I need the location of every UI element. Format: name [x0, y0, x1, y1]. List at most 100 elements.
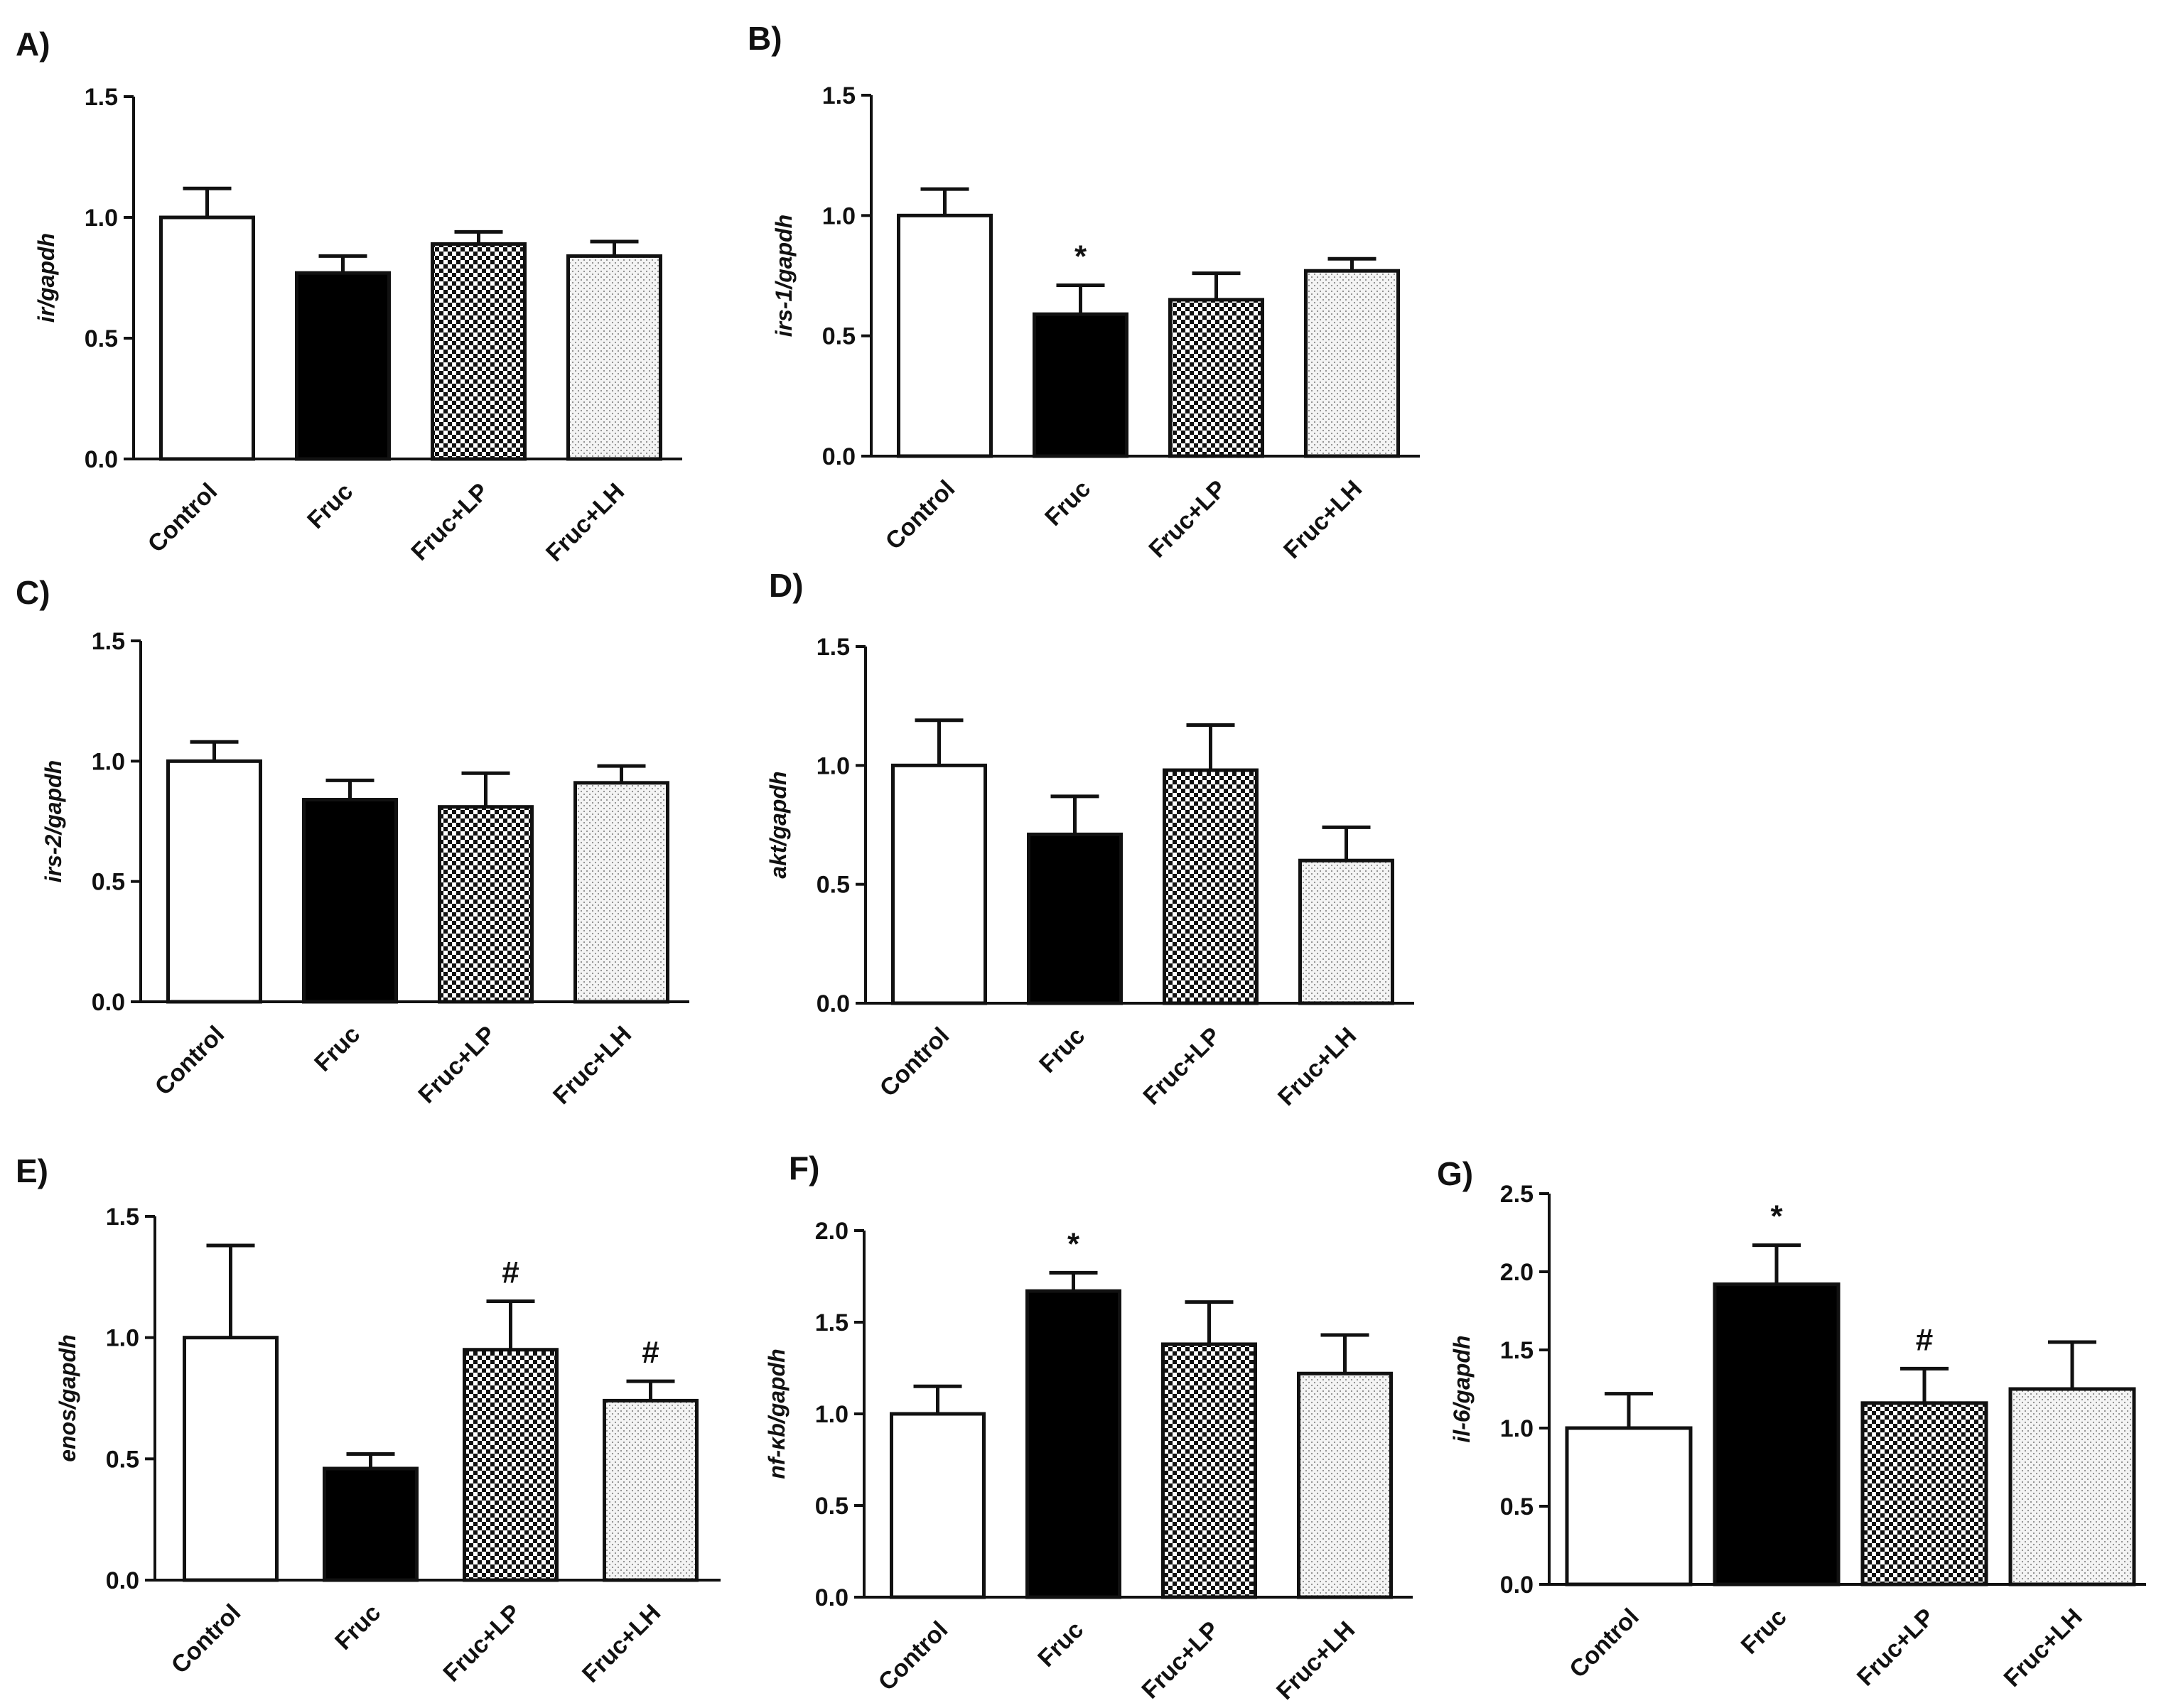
chart-panel-4: E) 0.0 0.5 1.0 1.5 enos/gapdh Control Fruc # Fruc…	[16, 1152, 721, 1688]
y-tick-label: 0.0	[106, 1567, 139, 1594]
panel-label: C)	[16, 574, 50, 611]
bar-fruc-lh	[2008, 1387, 2136, 1587]
bar-fruc	[1027, 832, 1123, 1005]
bar-fruc-lp	[1168, 298, 1264, 458]
significance-marker: *	[1770, 1199, 1783, 1234]
y-tick-label: 1.0	[822, 202, 856, 229]
bar-fruc-lp	[1860, 1401, 1988, 1587]
x-category-label: Control	[150, 1021, 230, 1101]
x-category-label: Control	[143, 478, 222, 558]
y-tick-label: 1.0	[85, 205, 118, 232]
significance-marker: *	[1074, 239, 1087, 274]
y-tick-label: 0.0	[85, 446, 118, 473]
y-tick-label: 1.5	[92, 628, 125, 655]
x-category-label: Control	[166, 1599, 246, 1679]
x-category-label: Fruc+LH	[1999, 1604, 2088, 1692]
y-tick-label: 1.5	[85, 84, 118, 111]
significance-marker: #	[642, 1335, 659, 1370]
y-tick-label: 0.0	[1500, 1572, 1534, 1599]
y-tick-label: 2.0	[815, 1218, 848, 1245]
bar-control	[159, 215, 255, 461]
panel-label: A)	[16, 26, 50, 63]
bar-fruc-lh	[1298, 858, 1394, 1005]
bar-fruc-lp	[438, 805, 534, 1004]
x-category-label: Fruc	[1033, 1616, 1089, 1672]
x-category-label: Fruc+LP	[1136, 1616, 1224, 1704]
x-category-label: Fruc+LH	[1278, 475, 1367, 564]
chart-panel-5: F) 0.0 0.5 1.0 1.5 2.0 nf-κb/gapdh Control * Fruc…	[764, 1150, 1413, 1705]
y-axis-title: nf-κb/gapdh	[764, 1348, 790, 1479]
y-axis-title: irs-2/gapdh	[41, 760, 66, 882]
x-category-label: Fruc	[330, 1599, 386, 1655]
x-category-label: Control	[875, 1022, 954, 1102]
panel-label: E)	[16, 1152, 48, 1189]
y-axis-title: enos/gapdh	[55, 1334, 80, 1462]
chart-panel-3: D) 0.0 0.5 1.0 1.5 akt/gapdh Control Fruc Fruc+L…	[765, 567, 1414, 1111]
bar-control	[897, 213, 993, 458]
y-axis-title: irs-1/gapdh	[771, 215, 797, 337]
bar-fruc-lp	[463, 1348, 559, 1582]
x-category-label: Fruc+LP	[1852, 1604, 1940, 1692]
bar-fruc	[323, 1466, 419, 1582]
chart-panel-0: A) 0.0 0.5 1.0 1.5 ir/gapdh Control Fruc Fruc+LP…	[16, 26, 682, 567]
panel-label: B)	[748, 20, 782, 57]
bar-fruc-lh	[573, 781, 669, 1004]
y-tick-label: 1.0	[92, 748, 125, 775]
y-tick-label: 0.0	[815, 1584, 848, 1611]
significance-marker: #	[1916, 1322, 1933, 1357]
y-tick-label: 2.5	[1500, 1181, 1534, 1208]
x-category-label: Fruc+LP	[438, 1599, 526, 1687]
bar-fruc-lp	[1163, 768, 1259, 1005]
bar-fruc-lh	[1304, 269, 1400, 458]
y-tick-label: 0.5	[1500, 1493, 1534, 1520]
y-tick-label: 0.0	[92, 989, 125, 1016]
x-category-label: Control	[1564, 1604, 1644, 1683]
bar-fruc	[295, 271, 391, 461]
x-category-label: Fruc+LP	[406, 478, 494, 566]
y-tick-label: 1.5	[106, 1204, 139, 1231]
y-tick-label: 0.5	[822, 323, 856, 350]
x-category-label: Fruc	[1736, 1604, 1792, 1660]
x-category-label: Fruc+LP	[1138, 1022, 1226, 1110]
y-tick-label: 1.5	[1500, 1337, 1534, 1364]
y-tick-label: 1.5	[817, 634, 850, 661]
x-category-label: Fruc+LH	[541, 478, 630, 567]
bar-fruc	[302, 798, 398, 1004]
y-tick-label: 0.5	[106, 1446, 139, 1473]
bar-control	[891, 763, 987, 1005]
y-axis-title: ir/gapdh	[33, 233, 59, 323]
x-category-label: Fruc+LH	[548, 1021, 637, 1110]
bar-fruc	[1025, 1289, 1121, 1599]
bar-fruc-lh	[603, 1398, 699, 1582]
chart-panel-1: B) 0.0 0.5 1.0 1.5 irs-1/gapdh Control * Fruc Fru…	[748, 20, 1420, 564]
x-category-label: Fruc+LH	[1273, 1022, 1362, 1111]
x-category-label: Fruc+LP	[1143, 475, 1232, 563]
y-tick-label: 2.0	[1500, 1259, 1534, 1286]
chart-panel-2: C) 0.0 0.5 1.0 1.5 irs-2/gapdh Control Fruc Fruc…	[16, 574, 689, 1110]
y-tick-label: 0.5	[817, 872, 850, 899]
y-tick-label: 1.0	[815, 1401, 848, 1428]
bar-control	[890, 1412, 986, 1599]
y-tick-label: 0.0	[822, 443, 856, 470]
bar-fruc-lh	[566, 254, 662, 461]
y-tick-label: 1.5	[815, 1309, 848, 1336]
y-tick-label: 1.0	[1500, 1415, 1534, 1442]
y-axis-title: il-6/gapdh	[1449, 1335, 1475, 1442]
y-axis-title: akt/gapdh	[765, 771, 791, 878]
bar-fruc-lh	[1297, 1371, 1393, 1599]
significance-marker: *	[1067, 1226, 1080, 1261]
panel-label: F)	[789, 1150, 819, 1187]
y-tick-label: 0.5	[85, 325, 118, 352]
bar-control	[183, 1336, 279, 1582]
y-tick-label: 1.0	[817, 752, 850, 779]
bar-control	[166, 759, 262, 1004]
bar-fruc	[1033, 312, 1128, 458]
x-category-label: Fruc	[302, 478, 358, 534]
bar-fruc-lp	[431, 242, 527, 461]
y-tick-label: 1.5	[822, 82, 856, 109]
x-category-label: Fruc	[1040, 475, 1096, 531]
bar-control	[1565, 1426, 1693, 1587]
y-tick-label: 0.5	[815, 1493, 848, 1520]
x-category-label: Fruc	[309, 1021, 365, 1077]
